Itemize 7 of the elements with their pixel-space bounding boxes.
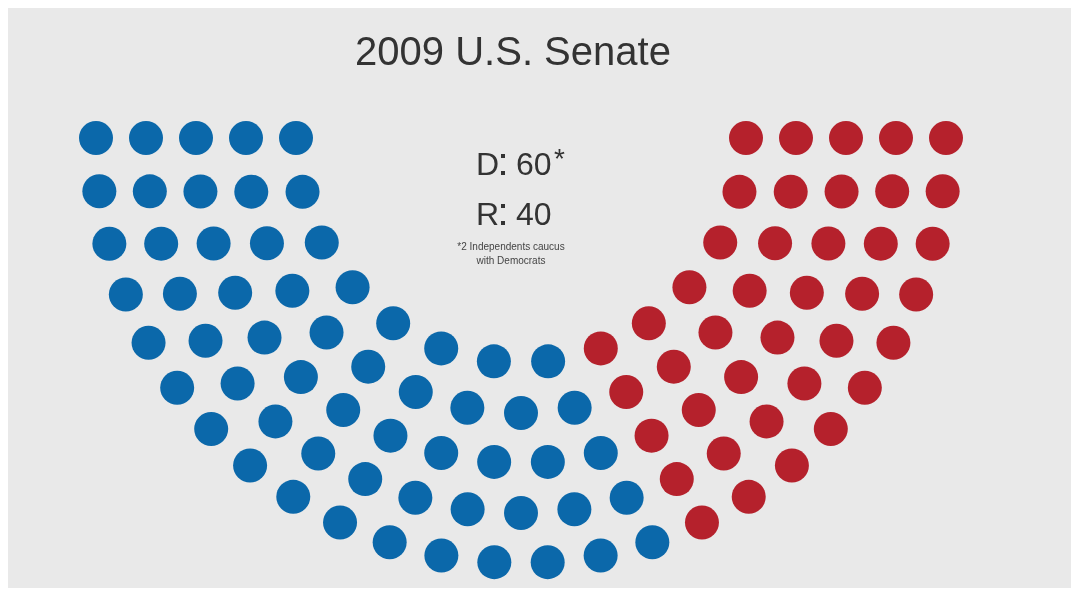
data-label: 40 (516, 196, 552, 232)
text: 2009 U.S. Senate (355, 29, 671, 73)
text: * (554, 143, 565, 174)
category-label: R (475, 196, 499, 232)
data-label: 60 (516, 146, 552, 182)
category-label: D (475, 146, 499, 182)
text: *2 Independents caucus with Democrats (457, 241, 565, 266)
